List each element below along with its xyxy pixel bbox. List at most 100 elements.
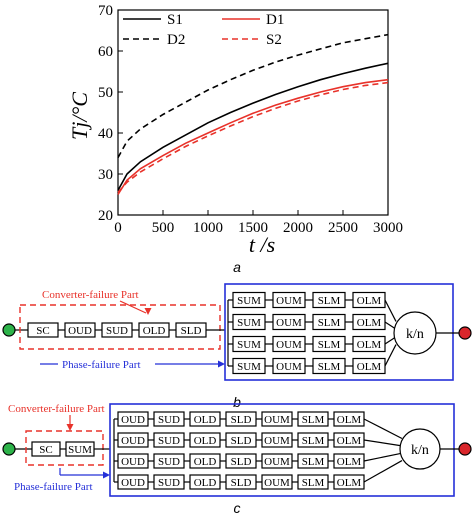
axis-ticks: 0 500 1000 1500 2000 2500 3000 20 30 40 50 60 70 [98, 3, 403, 236]
block-label: SLM [318, 361, 341, 373]
block-label: SLD [231, 414, 252, 426]
diagram-panel-c: SC SUM Converter-failure Part Phase-failure… [2, 403, 472, 497]
converter-failure-label: Converter-failure Part [42, 289, 139, 301]
x-axis-label: t /s [249, 232, 275, 257]
y-tick-label: 60 [98, 44, 113, 60]
block-label: SLD [231, 435, 252, 447]
block-label: OUM [276, 361, 302, 373]
legend-label-s1: S1 [167, 12, 183, 28]
series-line-d1 [117, 78, 389, 195]
converter-arrow [119, 300, 147, 314]
block-label: SUM [237, 339, 261, 351]
converter-failure-label: Converter-failure Part [8, 403, 105, 415]
block-label: OLD [194, 414, 217, 426]
block-label: SUM [237, 317, 261, 329]
x-tick-label: 1000 [193, 220, 223, 236]
legend: S1 D1 D2 S2 [123, 12, 284, 48]
block-label: OLD [194, 477, 217, 489]
block-label: SC [36, 325, 49, 337]
block-label: SLM [318, 317, 341, 329]
x-tick-label: 2000 [283, 220, 313, 236]
row-to-vote-line [384, 344, 397, 367]
block-label: SLD [231, 477, 252, 489]
diagram-panel-b: SC OUD SUD OLD SLD Converter-failure Part Phas… [2, 283, 472, 381]
start-node [2, 323, 16, 337]
converter-failure-box [19, 304, 221, 350]
series-lines [117, 33, 389, 195]
caption-b: b [233, 394, 241, 410]
block-label: OLD [194, 435, 217, 447]
converter-arrow-head [144, 308, 152, 315]
block-label: SLM [302, 435, 325, 447]
block-label: SC [39, 444, 52, 456]
block-label: SLM [318, 295, 341, 307]
x-tick-label: 2500 [328, 220, 358, 236]
block-label: SLM [318, 339, 341, 351]
block-label: SLM [302, 414, 325, 426]
block-label: OLD [194, 456, 217, 468]
legend-label-d2: D2 [167, 32, 185, 48]
block-label: OUD [121, 435, 145, 447]
block-label: OLM [357, 317, 382, 329]
block-label: OLM [337, 456, 362, 468]
block-label: OUM [276, 295, 302, 307]
block-label: OLD [143, 325, 166, 337]
block-label: SLD [231, 456, 252, 468]
x-tick-label: 1500 [238, 220, 268, 236]
phase-failure-label: Phase-failure Part [62, 359, 141, 371]
phase-arrow-head [103, 471, 110, 479]
chart-panel-a: 0 500 1000 1500 2000 2500 3000 20 30 40 50 60 70 S1 D… [67, 3, 403, 257]
row-to-vote-line [363, 460, 403, 483]
k-of-n-label: k/n [411, 443, 429, 458]
block-label: OUM [264, 435, 290, 447]
y-tick-label: 30 [98, 167, 113, 183]
x-tick-label: 0 [114, 220, 122, 236]
block-label: OLM [357, 295, 382, 307]
block-label: SUD [158, 414, 180, 426]
block-label: OUD [121, 477, 145, 489]
block-label: OUM [276, 339, 302, 351]
series-line-d2 [117, 33, 389, 158]
block-label: SLD [181, 325, 202, 337]
block-label: OLM [357, 361, 382, 373]
start-node [2, 442, 16, 456]
block-label: SUM [237, 361, 261, 373]
converter-arrow-head [66, 424, 74, 431]
converter-failure-box [25, 430, 104, 466]
x-tick-label: 500 [152, 220, 175, 236]
block-label: OUD [68, 325, 92, 337]
block-label: OUD [121, 456, 145, 468]
phase-failure-box [224, 283, 454, 381]
row-to-vote-line [363, 418, 403, 440]
block-label: SLM [302, 456, 325, 468]
caption-c: c [234, 500, 241, 516]
end-node [458, 442, 472, 456]
block-label: OUM [264, 477, 290, 489]
phase-failure-box [109, 403, 455, 497]
phase-failure-label: Phase-failure Part [14, 481, 93, 493]
row-to-vote-line [384, 299, 397, 322]
y-tick-label: 20 [98, 208, 113, 224]
k-of-n-label: k/n [406, 327, 424, 342]
block-label: OLM [337, 435, 362, 447]
series-line-s1 [117, 62, 389, 191]
block-label: SUD [158, 435, 180, 447]
phase-arrow-head [218, 360, 225, 368]
row-to-vote-line [363, 452, 403, 462]
block-label: SUM [68, 444, 92, 456]
end-node [458, 326, 472, 340]
block-label: SUD [158, 456, 180, 468]
block-label: SUM [237, 295, 261, 307]
block-label: SUD [106, 325, 128, 337]
y-axis-label: Tj/°C [67, 92, 92, 140]
block-label: OUM [276, 317, 302, 329]
row-to-vote-line [363, 439, 403, 447]
block-label: OLM [337, 477, 362, 489]
y-tick-label: 50 [98, 85, 113, 101]
series-line-s2 [117, 81, 389, 193]
y-tick-label: 40 [98, 126, 113, 142]
block-label: SUD [158, 477, 180, 489]
block-label: OLM [357, 339, 382, 351]
block-label: OUM [264, 414, 290, 426]
